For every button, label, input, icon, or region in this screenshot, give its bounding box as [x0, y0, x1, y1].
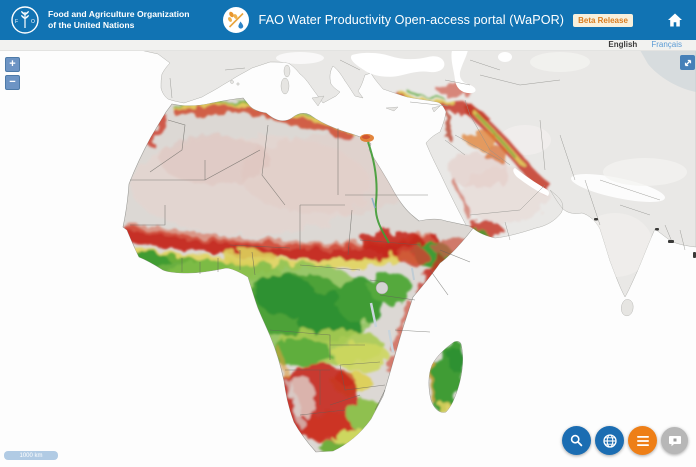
search-button[interactable] [562, 426, 591, 455]
language-english[interactable]: English [608, 40, 638, 49]
home-button[interactable] [664, 9, 686, 31]
fab-row [562, 426, 688, 455]
zoom-out-button[interactable]: − [5, 75, 20, 90]
map-canvas[interactable] [0, 50, 696, 467]
globe-icon [602, 433, 617, 448]
beta-release-badge: Beta Release [573, 13, 633, 27]
feedback-button[interactable] [661, 427, 688, 454]
home-icon [668, 13, 682, 27]
map-container: + − 1000 km [0, 50, 696, 467]
hamburger-menu-icon [636, 435, 649, 446]
zoom-in-button[interactable]: + [5, 57, 20, 72]
expand-icon [684, 59, 691, 66]
scale-bar: 1000 km [4, 451, 58, 460]
svg-text:F: F [15, 19, 18, 25]
fao-logo-icon: F O [11, 6, 39, 34]
language-francais[interactable]: Français [651, 40, 682, 49]
nile-river [360, 134, 390, 244]
coastal-marks [594, 218, 696, 258]
title-group: FAO Water Productivity Open-access porta… [223, 7, 633, 33]
african-lakes [369, 197, 415, 353]
svg-text:O: O [31, 19, 35, 25]
scale-label: 1000 km [19, 452, 43, 459]
page-title: FAO Water Productivity Open-access porta… [258, 13, 565, 27]
fao-brand[interactable]: F O Food and Agriculture Organization of… [10, 5, 189, 35]
mediterranean-islands [230, 64, 634, 316]
menu-button[interactable] [628, 426, 657, 455]
language-bar: English Français [0, 40, 696, 51]
zoom-controls: + − [5, 57, 20, 90]
wapor-logo-icon [223, 7, 250, 33]
country-borders-africa [130, 119, 471, 416]
org-name: Food and Agriculture Organization of the… [48, 9, 190, 30]
country-borders-eurasia [169, 59, 686, 251]
fullscreen-button[interactable] [680, 55, 695, 70]
header-bar: F O Food and Agriculture Organization of… [0, 0, 696, 40]
search-icon [570, 434, 583, 447]
chat-bubble-icon [668, 435, 681, 446]
basemap-globe-button[interactable] [595, 426, 624, 455]
